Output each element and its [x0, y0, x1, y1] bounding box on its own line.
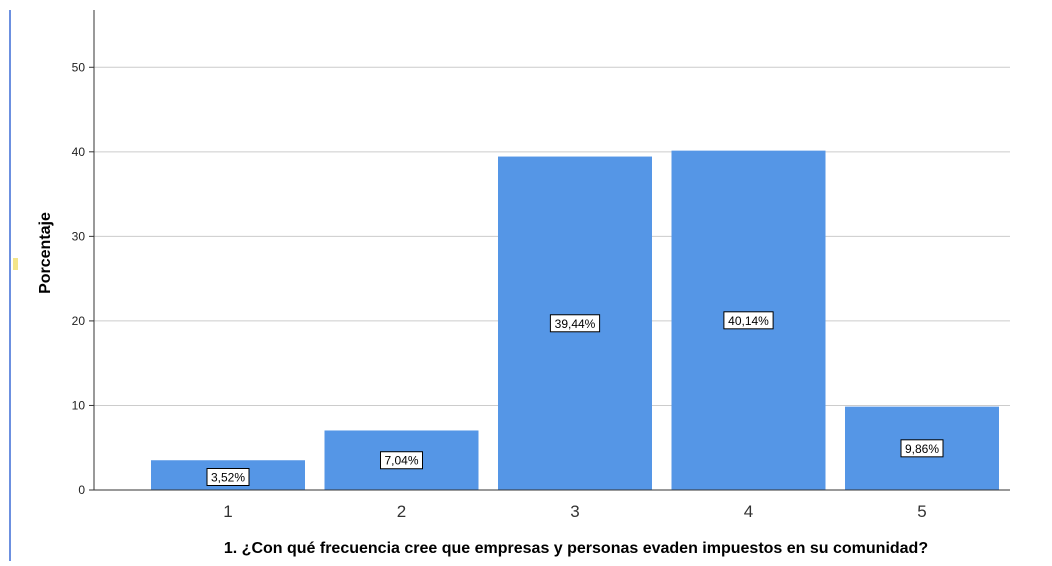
- data-label-box: [723, 311, 774, 330]
- y-tick-label: 20: [72, 314, 86, 328]
- y-tick-label: 40: [72, 145, 86, 159]
- y-tick-label: 10: [72, 398, 86, 412]
- y-tick-label: 0: [78, 483, 85, 497]
- data-label: 40,14%: [728, 314, 769, 328]
- x-tick-label: 2: [397, 502, 406, 521]
- data-label-box: [206, 468, 250, 486]
- data-label-box: [380, 451, 423, 470]
- data-label-box: [549, 314, 601, 333]
- data-label-box: [900, 439, 944, 458]
- data-label: 3,52%: [211, 471, 245, 485]
- data-labels-layer: 3,52% 7,04% 39,44% 40,14% 9,86%: [206, 311, 944, 486]
- data-label: 7,04%: [384, 454, 418, 468]
- side-marker: [13, 258, 18, 270]
- x-tick-label: 3: [570, 502, 579, 521]
- axes-layer: 0 10 20 30 40 50 1 2 3 4 5: [72, 10, 1010, 521]
- x-axis-title: 1. ¿Con qué frecuencia cree que empresas…: [224, 540, 928, 557]
- y-axis-title: Porcentaje: [37, 212, 54, 294]
- x-tick-label: 5: [917, 502, 926, 521]
- x-tick-label: 4: [744, 502, 753, 521]
- y-tick-label: 50: [72, 60, 86, 74]
- data-label: 9,86%: [905, 442, 939, 456]
- x-tick-label: 1: [223, 502, 232, 521]
- y-tick-label: 30: [72, 229, 86, 243]
- data-label: 39,44%: [555, 317, 596, 331]
